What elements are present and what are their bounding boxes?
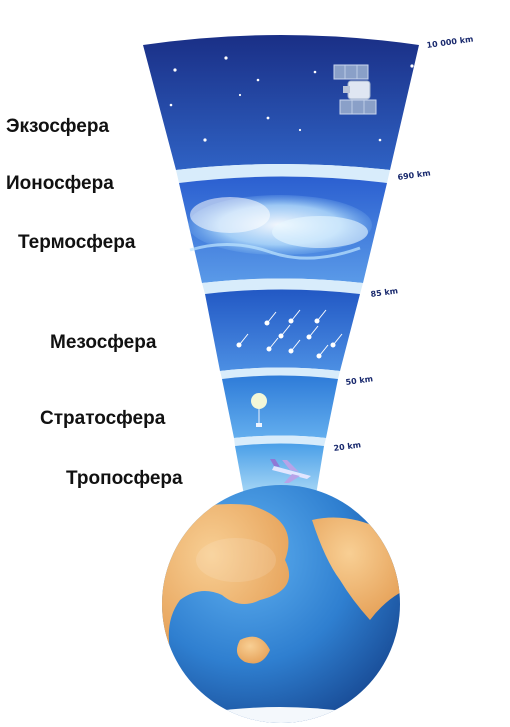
star-icon — [169, 103, 173, 107]
weather-balloon-icon — [251, 393, 267, 427]
layer-separator — [234, 435, 326, 446]
layer-label-exosphere: Экзосфера — [6, 116, 110, 137]
star-icon — [298, 128, 302, 132]
layer-label-ionosphere: Ионосфера — [6, 173, 114, 194]
layer-label-stratosphere: Стратосфера — [40, 408, 166, 429]
layer-label-troposphere: Тропосфера — [66, 468, 183, 489]
aurora-icon — [188, 195, 372, 260]
altitude-label: 690 km — [397, 168, 431, 182]
airplane-icon — [270, 459, 311, 483]
layer-separator — [202, 278, 363, 294]
antarctica — [210, 707, 350, 723]
mesosphere-band — [205, 289, 360, 371]
stars — [169, 56, 414, 142]
star-icon — [224, 56, 228, 60]
star-icon — [378, 138, 382, 142]
layer-label-thermosphere: Термосфера — [18, 232, 136, 253]
satellite-icon — [333, 64, 377, 115]
layer-label-mesosphere: Мезосфера — [50, 332, 157, 353]
star-icon — [203, 138, 207, 142]
stratosphere-band — [222, 375, 338, 438]
altitude-label: 10 000 km — [426, 35, 474, 50]
altitude-label: 85 km — [370, 286, 399, 299]
star-icon — [238, 93, 242, 97]
earth-globe — [162, 485, 400, 723]
continent-america — [312, 517, 400, 620]
star-icon — [173, 68, 177, 72]
layer-separator — [220, 367, 340, 379]
altitude-label: 20 km — [333, 440, 362, 453]
layer-separator — [176, 164, 390, 183]
altitude-label: 50 km — [345, 374, 374, 387]
continent-australia — [236, 636, 270, 664]
star-icon — [313, 70, 317, 74]
exosphere-band — [143, 35, 419, 170]
meteor-icon — [236, 309, 343, 359]
star-icon — [256, 78, 260, 82]
star-icon — [266, 116, 270, 120]
star-icon — [410, 64, 414, 68]
continent-asia — [162, 504, 289, 650]
